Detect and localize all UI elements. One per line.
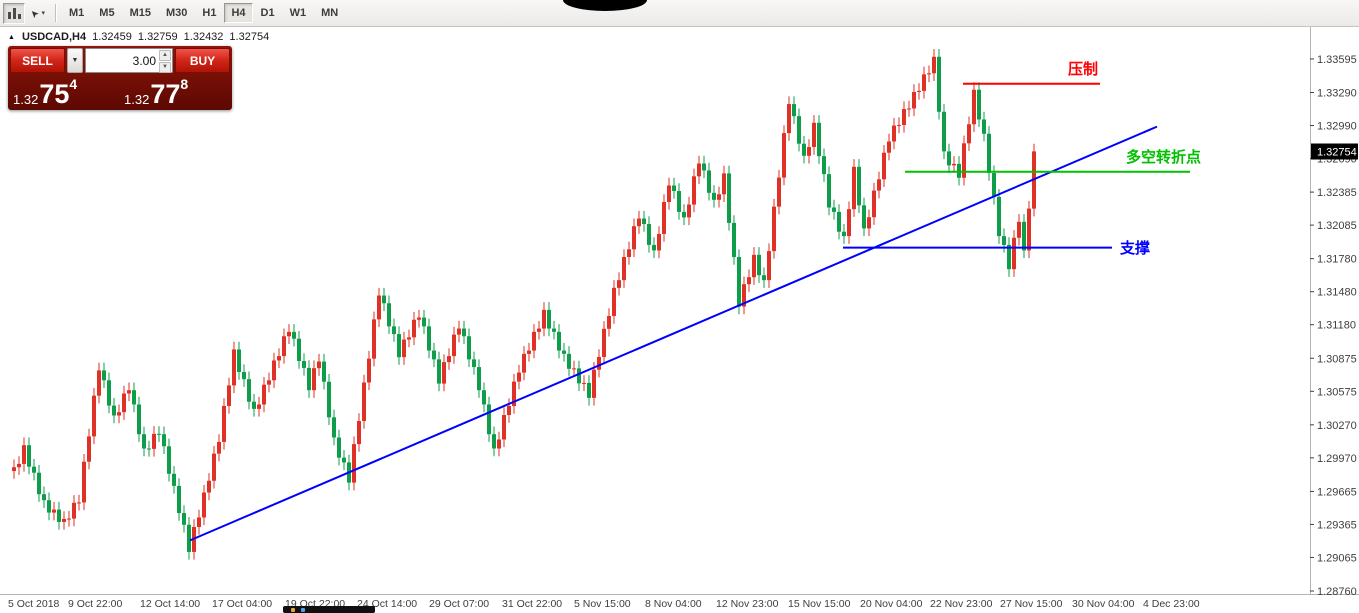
timeframe-h4[interactable]: H4	[224, 3, 253, 23]
svg-text:5 Nov 15:00: 5 Nov 15:00	[574, 598, 631, 610]
taskbar-fragment	[283, 606, 375, 613]
trade-panel-prices: 1.32 75 4 1.32 77 8	[10, 75, 230, 108]
timeframe-m30[interactable]: M30	[159, 3, 194, 23]
svg-text:20 Nov 04:00: 20 Nov 04:00	[860, 598, 923, 610]
ask-big: 77	[150, 79, 181, 109]
svg-text:27 Nov 15:00: 27 Nov 15:00	[1000, 598, 1063, 610]
taskbar-icon	[291, 607, 295, 612]
svg-text:1.32385: 1.32385	[1317, 187, 1357, 199]
svg-text:1.30875: 1.30875	[1317, 353, 1357, 365]
timeframe-h1[interactable]: H1	[195, 3, 223, 23]
svg-text:1.32085: 1.32085	[1317, 220, 1357, 232]
mini-bars-glyph	[8, 7, 21, 19]
sell-button[interactable]: SELL	[10, 48, 65, 73]
svg-text:12 Nov 23:00: 12 Nov 23:00	[716, 598, 779, 610]
bar-close: 1.32754	[229, 31, 270, 43]
candlestick-series	[12, 49, 1036, 560]
trade-panel-controls: SELL ▼ ▲ ▼ BUY	[10, 48, 230, 73]
svg-text:17 Oct 04:00: 17 Oct 04:00	[212, 598, 272, 610]
svg-text:1.29665: 1.29665	[1317, 486, 1357, 498]
toolbar: ➤ ▾ M1 M5 M15 M30 H1 H4 D1 W1 MN	[0, 0, 1359, 27]
svg-text:1.29365: 1.29365	[1317, 519, 1357, 531]
support-line-label: 支撑	[1119, 239, 1150, 257]
svg-text:8 Nov 04:00: 8 Nov 04:00	[645, 598, 702, 610]
cursor-arrow-glyph: ➤	[28, 6, 42, 21]
lot-field-wrap: ▲ ▼	[85, 48, 173, 73]
lot-dropdown-button[interactable]: ▼	[67, 48, 83, 73]
buy-button[interactable]: BUY	[175, 48, 230, 73]
timeframe-d1[interactable]: D1	[254, 3, 282, 23]
timeframe-w1[interactable]: W1	[283, 3, 314, 23]
chart-window-icon[interactable]	[3, 2, 25, 24]
svg-text:1.28760: 1.28760	[1317, 586, 1357, 598]
svg-text:1.31780: 1.31780	[1317, 254, 1357, 266]
resistance-line-label: 压制	[1068, 60, 1098, 78]
ascending-trendline[interactable]	[189, 125, 1158, 542]
svg-text:1.33290: 1.33290	[1317, 88, 1357, 100]
timeframe-buttons: M1 M5 M15 M30 H1 H4 D1 W1 MN	[62, 3, 346, 23]
svg-text:1.31180: 1.31180	[1317, 320, 1356, 332]
svg-text:1.29065: 1.29065	[1317, 552, 1357, 564]
ask-prefix: 1.32	[124, 92, 150, 107]
current-price-tag: 1.32754	[1311, 143, 1358, 160]
cursor-tool-icon[interactable]: ➤ ▾	[27, 3, 49, 24]
svg-text:29 Oct 07:00: 29 Oct 07:00	[429, 598, 489, 610]
svg-text:12 Oct 14:00: 12 Oct 14:00	[140, 598, 200, 610]
svg-text:4 Dec 23:00: 4 Dec 23:00	[1143, 598, 1200, 610]
svg-text:1.29970: 1.29970	[1317, 453, 1357, 465]
sell-price[interactable]: 1.32 75 4	[10, 75, 119, 108]
bid-prefix: 1.32	[13, 92, 39, 107]
lot-decrease-icon[interactable]: ▼	[159, 62, 171, 73]
price-axis: 1.335951.332901.329901.326901.323851.320…	[1310, 54, 1357, 598]
symbol-info: ▲ USDCAD,H4 1.32459 1.32759 1.32432 1.32…	[8, 31, 269, 43]
buy-price[interactable]: 1.32 77 8	[121, 75, 230, 108]
svg-text:5 Oct 2018: 5 Oct 2018	[8, 598, 60, 610]
pivot-line-label: 多空转折点	[1126, 148, 1201, 166]
svg-text:1.30575: 1.30575	[1317, 386, 1357, 398]
timeframe-m5[interactable]: M5	[92, 3, 121, 23]
ellipse-drawing	[563, 0, 647, 11]
toolbar-separator	[55, 4, 56, 22]
svg-text:30 Nov 04:00: 30 Nov 04:00	[1072, 598, 1135, 610]
bar-open: 1.32459	[92, 31, 132, 43]
symbol-name: USDCAD,H4	[21, 31, 87, 43]
time-axis: 5 Oct 2018 9 Oct 22:00 12 Oct 14:00 17 Oct …	[8, 598, 1200, 610]
svg-text:1.32754: 1.32754	[1317, 147, 1357, 159]
svg-text:1.32990: 1.32990	[1317, 121, 1357, 133]
svg-text:9 Oct 22:00: 9 Oct 22:00	[68, 598, 122, 610]
svg-text:22 Nov 23:00: 22 Nov 23:00	[930, 598, 993, 610]
bar-high: 1.32759	[137, 31, 178, 43]
dropdown-caret-icon: ▾	[41, 10, 45, 17]
svg-text:31 Oct 22:00: 31 Oct 22:00	[502, 598, 562, 610]
timeframe-m1[interactable]: M1	[62, 3, 91, 23]
oneclick-toggle-icon[interactable]: ▲	[8, 33, 15, 41]
svg-text:1.33595: 1.33595	[1317, 54, 1357, 66]
taskbar-icon	[301, 607, 305, 612]
bid-big: 75	[39, 79, 70, 109]
timeframe-mn[interactable]: MN	[314, 3, 345, 23]
ask-pip: 8	[180, 76, 189, 92]
bid-pip: 4	[69, 76, 78, 92]
svg-text:1.31480: 1.31480	[1317, 287, 1357, 299]
lot-spinner: ▲ ▼	[159, 50, 171, 73]
svg-text:1.30270: 1.30270	[1317, 420, 1357, 432]
lot-size-input[interactable]	[85, 48, 173, 73]
bar-low: 1.32432	[183, 31, 224, 43]
timeframe-m15[interactable]: M15	[123, 3, 158, 23]
lot-increase-icon[interactable]: ▲	[159, 50, 171, 61]
svg-text:15 Nov 15:00: 15 Nov 15:00	[788, 598, 851, 610]
